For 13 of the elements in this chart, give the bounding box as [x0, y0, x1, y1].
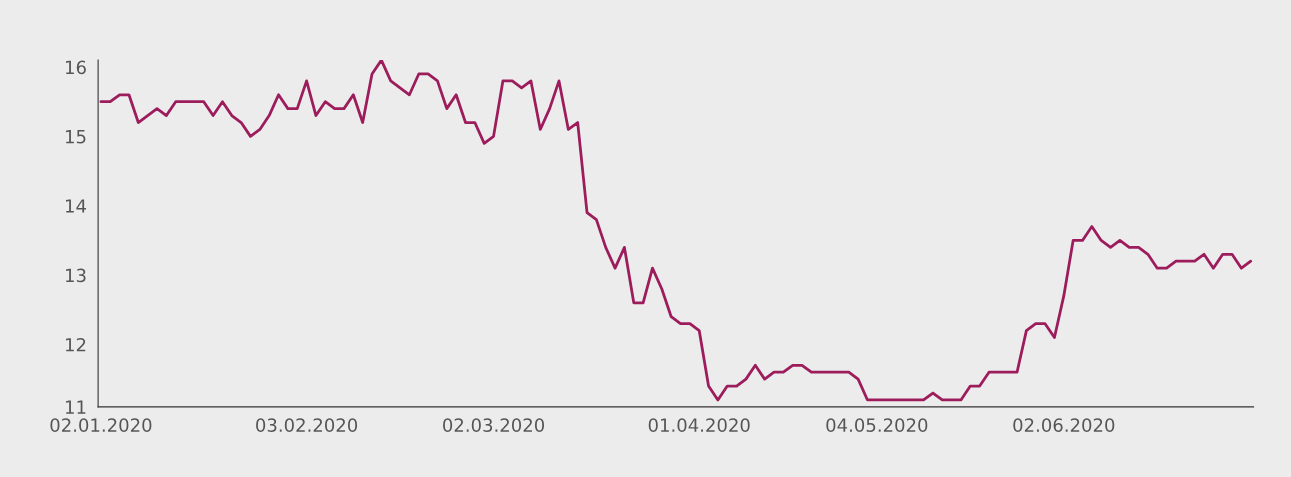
x-tick-label: 02.01.2020	[50, 418, 152, 432]
y-tick-label: 12	[66, 337, 86, 352]
x-tick-label: 04.05.2020	[826, 418, 928, 432]
x-tick-label: 02.06.2020	[1013, 418, 1115, 432]
x-tick-label: 01.04.2020	[648, 418, 750, 432]
y-tick-label: 15	[66, 130, 86, 144]
x-tick-label: 03.02.2020	[256, 418, 358, 432]
line-series	[99, 60, 1253, 402]
y-tick-label: 16	[66, 60, 86, 75]
y-tick-label: 14	[66, 199, 86, 213]
y-tick-label: 11	[66, 400, 86, 414]
x-tick-label: 02.03.2020	[443, 418, 545, 432]
y-tick-label: 13	[66, 268, 86, 283]
